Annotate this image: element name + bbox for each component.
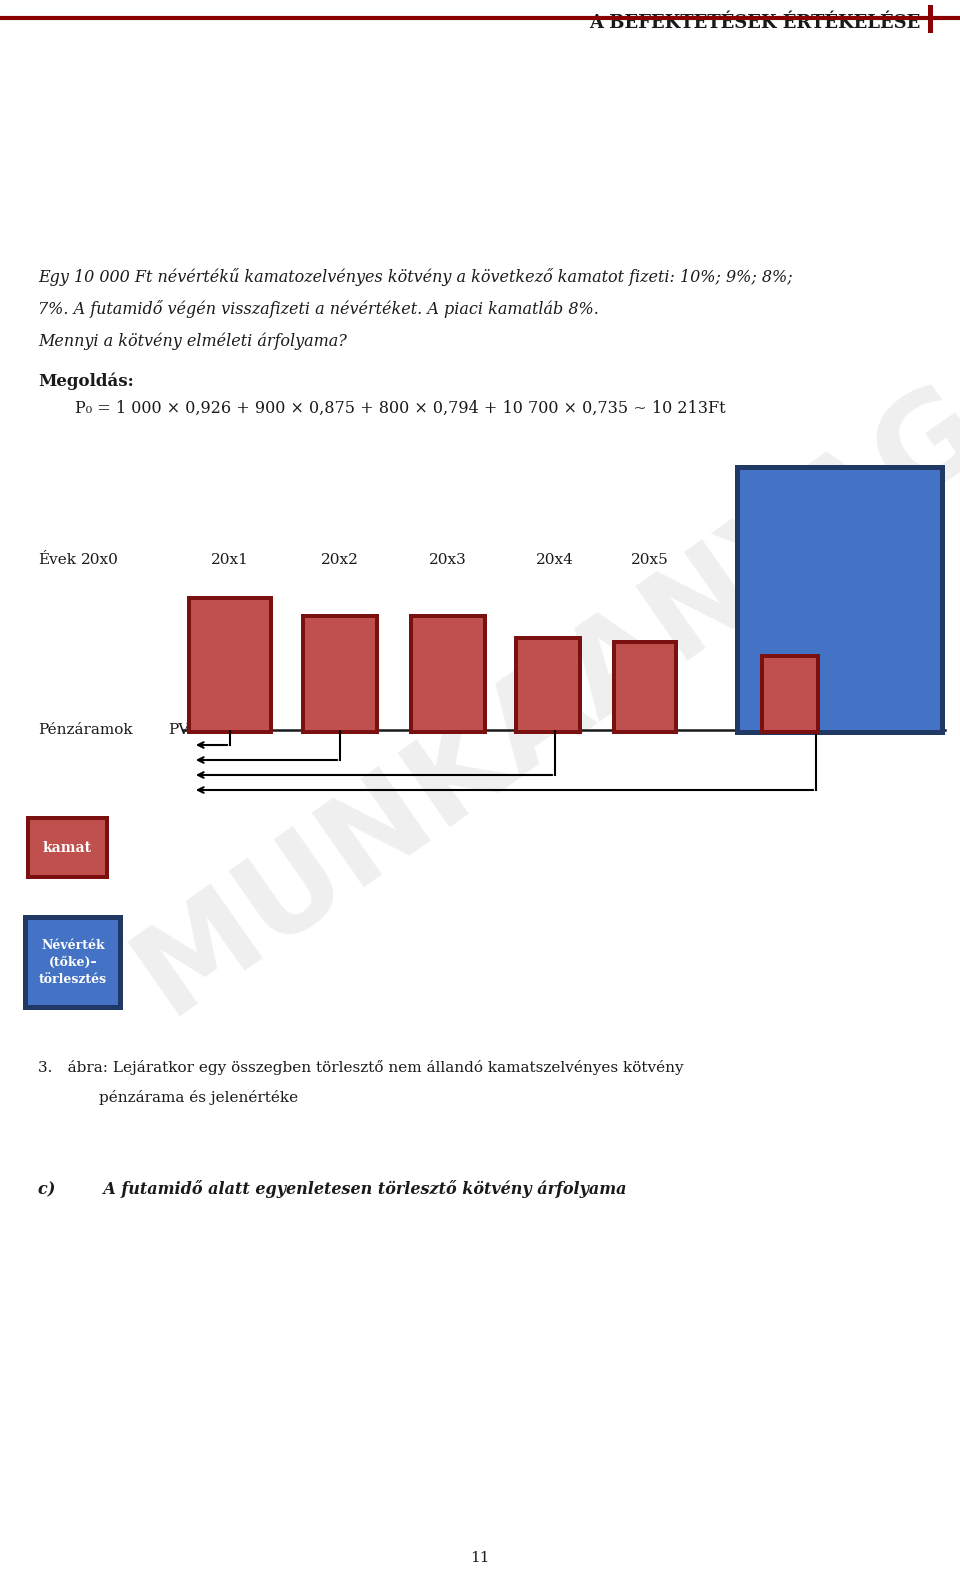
Text: 3. ábra: Lejáratkor egy összegben törlesztő nem állandó kamatszelvényes kötvény: 3. ábra: Lejáratkor egy összegben törles… (38, 1061, 684, 1075)
Text: 20x6: 20x6 (811, 553, 849, 568)
Bar (735, 464, 945, 735)
Text: Megoldás:: Megoldás: (38, 372, 133, 390)
Text: MUNKAANYAG: MUNKAANYAG (114, 363, 960, 1037)
Bar (760, 653, 820, 735)
Bar (612, 641, 678, 735)
Bar (23, 914, 123, 1010)
Text: 20x3: 20x3 (429, 553, 467, 568)
Bar (305, 619, 375, 730)
Text: Mennyi a kötvény elméleti árfolyama?: Mennyi a kötvény elméleti árfolyama? (38, 332, 347, 350)
Text: PV: PV (168, 723, 189, 738)
Bar (26, 816, 109, 879)
Text: 7%. A futamidő végén visszafizeti a névértéket. A piaci kamatláb 8%.: 7%. A futamidő végén visszafizeti a névé… (38, 301, 599, 318)
Bar (764, 658, 816, 730)
Text: P₀ = 1 000 × 0,926 + 900 × 0,875 + 800 × 0,794 + 10 700 × 0,735 ~ 10 213Ft: P₀ = 1 000 × 0,926 + 900 × 0,875 + 800 ×… (75, 401, 726, 417)
Bar (760, 653, 820, 735)
Bar (409, 614, 487, 735)
Bar (928, 5, 933, 33)
Bar (740, 471, 940, 730)
Text: 20x0: 20x0 (81, 553, 119, 568)
Bar (30, 820, 105, 875)
Text: 20x1: 20x1 (211, 553, 249, 568)
Text: 20x4: 20x4 (536, 553, 574, 568)
Text: Pénzáramok: Pénzáramok (38, 723, 132, 738)
Bar (28, 921, 118, 1005)
Text: kamat: kamat (43, 841, 92, 854)
Bar (187, 596, 273, 735)
Text: Névérték
(tőke)–
törlesztés: Névérték (tőke)– törlesztés (39, 940, 108, 986)
Text: 11: 11 (470, 1550, 490, 1565)
Text: c)   A futamidő alatt egyenletesen törlesztő kötvény árfolyama: c) A futamidő alatt egyenletesen törlesz… (38, 1180, 627, 1197)
Bar (616, 644, 674, 730)
Text: Egy 10 000 Ft névértékű kamatozelvényes kötvény a következő kamatot fizeti: 10%;: Egy 10 000 Ft névértékű kamatozelvényes … (38, 269, 793, 286)
Text: A BEFEKTETÉSEK ÉRTÉKELÉSE: A BEFEKTETÉSEK ÉRTÉKELÉSE (588, 14, 920, 32)
Bar (301, 614, 379, 735)
Bar (191, 599, 269, 730)
Bar (518, 641, 578, 730)
Text: Évek: Évek (38, 553, 76, 568)
Bar (764, 658, 816, 730)
Bar (514, 636, 582, 735)
Text: 20x2: 20x2 (321, 553, 359, 568)
Text: 20x5: 20x5 (631, 553, 669, 568)
Text: pénzárama és jelenértéke: pénzárama és jelenértéke (38, 1091, 299, 1105)
Bar (413, 619, 483, 730)
